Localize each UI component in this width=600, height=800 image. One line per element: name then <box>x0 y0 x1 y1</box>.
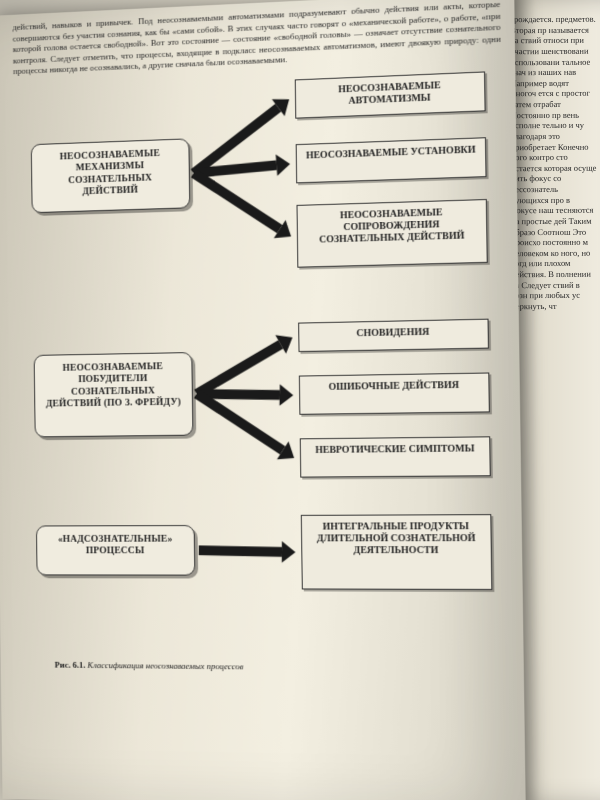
source-box: НЕОСОЗНАВАЕМЫЕ МЕХАНИЗМЫ СОЗНАТЕЛЬНЫХ ДЕ… <box>31 138 190 213</box>
arrow-head-icon <box>281 541 295 563</box>
arrow-shaft <box>190 103 282 177</box>
arrow-head-icon <box>276 154 291 176</box>
arrow-head-icon <box>274 219 292 237</box>
figure-number: Рис. 6.1. <box>55 659 86 669</box>
page-root: врождается. предметов. Вторая пр называе… <box>0 0 600 800</box>
target-label: ОШИБОЧНЫЕ ДЕЙСТВИЯ <box>328 380 459 393</box>
target-label: ИНТЕГРАЛЬНЫЕ ПРОДУКТЫ ДЛИТЕЛЬНОЙ СОЗНАТЕ… <box>317 521 476 556</box>
source-box: «НАДСОЗНАТЕЛЬНЫЕ» ПРОЦЕССЫ <box>36 525 195 576</box>
arrow-shaft <box>194 388 286 455</box>
target-box: НЕОСОЗНАВАЕМЫЕ АВТОМАТИЗМЫ <box>295 71 486 118</box>
right-page-text: врождается. предметов. Вторая пр называе… <box>510 14 598 312</box>
arrow-head-icon <box>277 441 295 459</box>
target-label: НЕОСОЗНАВАЕМЫЕ УСТАНОВКИ <box>306 144 476 161</box>
arrow-head-icon <box>272 98 290 116</box>
arrow-head-icon <box>275 334 292 353</box>
classification-diagram: Рис. 6.1. Классификация неосознаваемых п… <box>13 64 509 673</box>
arrow-shaft <box>196 387 279 400</box>
target-label: СНОВИДЕНИЯ <box>356 326 429 338</box>
target-label: НЕОСОЗНАВАЕМЫЕ АВТОМАТИЗМЫ <box>338 80 441 106</box>
figure-caption-text: Классификация неосознаваемых процессов <box>85 660 243 671</box>
arrow-head-icon <box>279 384 293 406</box>
left-page: действий, навыков и привычек. Под неосоз… <box>0 0 526 800</box>
target-label: НЕОСОЗНАВАЕМЫЕ СОПРОВОЖДЕНИЯ СОЗНАТЕЛЬНЫ… <box>319 207 464 245</box>
top-paragraph: действий, навыков и привычек. Под неосоз… <box>12 0 501 78</box>
source-label: НЕОСОЗНАВАЕМЫЕ ПОБУДИТЕЛИ СОЗНАТЕЛЬНЫХ Д… <box>46 361 181 410</box>
source-label: НЕОСОЗНАВАЕМЫЕ МЕХАНИЗМЫ СОЗНАТЕЛЬНЫХ ДЕ… <box>60 148 160 198</box>
target-box: СНОВИДЕНИЯ <box>298 318 489 351</box>
target-box: ОШИБОЧНЫЕ ДЕЙСТВИЯ <box>299 372 490 414</box>
arrow-shaft <box>199 545 282 557</box>
source-label: «НАДСОЗНАТЕЛЬНЫЕ» ПРОЦЕССЫ <box>58 533 173 556</box>
target-box: НЕВРОТИЧЕСКИЕ СИМПТОМЫ <box>300 436 491 477</box>
source-box: НЕОСОЗНАВАЕМЫЕ ПОБУДИТЕЛИ СОЗНАТЕЛЬНЫХ Д… <box>34 352 194 437</box>
arrow-shaft <box>193 160 277 178</box>
figure-caption: Рис. 6.1. Классификация неосознаваемых п… <box>55 659 244 670</box>
target-box: ИНТЕГРАЛЬНЫЕ ПРОДУКТЫ ДЛИТЕЛЬНОЙ СОЗНАТЕ… <box>301 514 493 590</box>
target-box: НЕОСОЗНАВАЕМЫЕ УСТАНОВКИ <box>296 137 487 183</box>
target-label: НЕВРОТИЧЕСКИЕ СИМПТОМЫ <box>315 443 474 455</box>
arrow-shaft <box>191 166 283 236</box>
arrow-shaft <box>194 340 284 398</box>
target-box: НЕОСОЗНАВАЕМЫЕ СОПРОВОЖДЕНИЯ СОЗНАТЕЛЬНЫ… <box>296 199 487 268</box>
